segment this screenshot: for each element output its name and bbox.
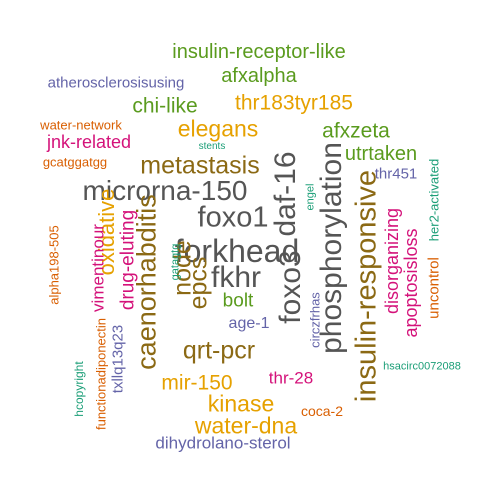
cloud-word: qrt-pcr bbox=[182, 336, 256, 365]
cloud-word: circzfrhas bbox=[307, 292, 323, 348]
cloud-word: atherosclerosisusing bbox=[47, 74, 185, 92]
cloud-word: gatagtg bbox=[169, 243, 182, 281]
cloud-word: gcatggatgg bbox=[42, 154, 108, 170]
cloud-word: stents bbox=[198, 141, 226, 152]
cloud-word: bolt bbox=[222, 290, 254, 312]
cloud-word: mir-150 bbox=[161, 371, 233, 395]
cloud-word: her2-activated bbox=[426, 158, 442, 242]
cloud-word: water-dna bbox=[194, 412, 298, 439]
cloud-word: alpha198-505 bbox=[46, 225, 62, 305]
cloud-word: apoptosisloss bbox=[401, 228, 421, 338]
cloud-word: utrtaken bbox=[344, 143, 418, 165]
cloud-word: txllq13q23 bbox=[109, 324, 127, 394]
cloud-word: elegans bbox=[177, 115, 259, 142]
cloud-word: hsacirc0072088 bbox=[383, 360, 461, 373]
cloud-word: microrna-150 bbox=[82, 175, 248, 206]
cloud-word: age-1 bbox=[228, 315, 270, 332]
cloud-word: drug-eluting bbox=[117, 209, 139, 311]
cloud-word: foxo3 bbox=[274, 250, 307, 324]
cloud-word: afxzeta bbox=[322, 119, 390, 143]
cloud-word: thr-28 bbox=[268, 368, 314, 388]
cloud-word: foxo1 bbox=[197, 201, 269, 234]
cloud-word: thr183tyr185 bbox=[235, 91, 353, 115]
cloud-word: hcopyright bbox=[72, 361, 86, 417]
cloud-word: water-network bbox=[40, 117, 122, 133]
cloud-word: insulin-receptor-like bbox=[172, 41, 346, 63]
cloud-word: insulin-responsive bbox=[350, 169, 383, 403]
cloud-word: jnk-related bbox=[46, 132, 132, 152]
cloud-word: fkhr bbox=[210, 261, 262, 294]
cloud-word: epcs bbox=[184, 256, 213, 310]
cloud-word: daf-16 bbox=[269, 151, 302, 237]
cloud-word: engel bbox=[304, 183, 317, 211]
cloud-word: coca-2 bbox=[300, 403, 344, 419]
cloud-word: disorganizing bbox=[382, 207, 402, 315]
cloud-word: forkhead bbox=[174, 233, 300, 269]
cloud-word: kinase bbox=[207, 390, 275, 417]
cloud-word: chi-like bbox=[132, 94, 198, 118]
cloud-word: vimentinour bbox=[88, 224, 108, 312]
cloud-word: metastasis bbox=[140, 151, 260, 180]
cloud-word: uncontrol bbox=[425, 257, 443, 319]
cloud-word: dihydrolano-sterol bbox=[155, 433, 291, 453]
cloud-word: afxalpha bbox=[221, 65, 297, 87]
cloud-word: functionadiponectin bbox=[93, 317, 109, 431]
cloud-word: thr451 bbox=[374, 165, 418, 183]
